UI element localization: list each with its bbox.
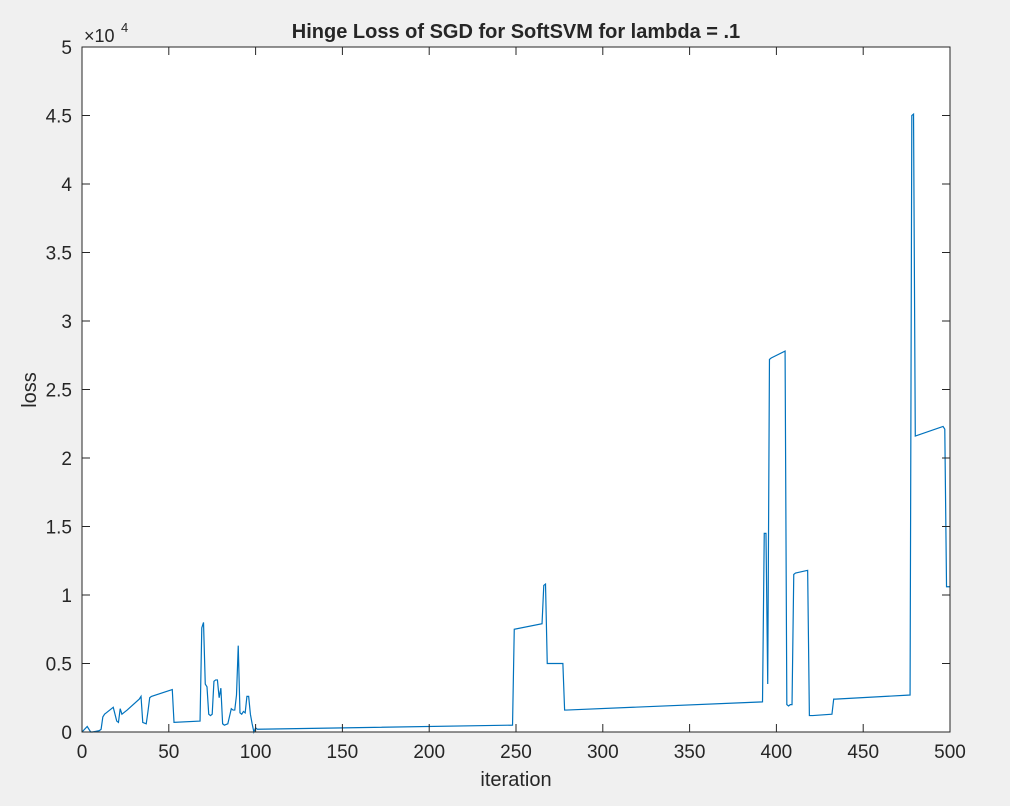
x-tick-label: 450 (847, 742, 879, 763)
y-tick-label: 1 (61, 586, 72, 607)
plot-area (82, 47, 950, 732)
x-axis-label: iteration (480, 769, 551, 791)
ticks: 0 50 100 150 200 250 300 350 400 450 500 0 0.5 1 1.5 2 2… (46, 38, 966, 763)
x-tick-label: 500 (934, 742, 966, 763)
x-tick-label: 400 (761, 742, 793, 763)
y-tick-label: 5 (61, 38, 72, 59)
y-tick-label: 2.5 (46, 381, 72, 402)
x-tick-label: 150 (327, 742, 359, 763)
y-tick-label: 0 (61, 723, 72, 744)
x-tick-label: 300 (587, 742, 619, 763)
y-tick-label: 3 (61, 312, 72, 333)
y-tick-label: 1.5 (46, 518, 72, 539)
x-tick-label: 200 (413, 742, 445, 763)
y-tick-label: 3.5 (46, 244, 72, 265)
chart-title: Hinge Loss of SGD for SoftSVM for lambda… (292, 21, 740, 43)
x-tick-label: 100 (240, 742, 272, 763)
series-line-0 (81, 112, 950, 734)
x-tick-label: 50 (158, 742, 179, 763)
x-tick-label: 250 (500, 742, 532, 763)
y-tick-label: 0.5 (46, 655, 72, 676)
y-exponent-label: ×10 (84, 26, 115, 46)
series-line-layer (81, 112, 950, 734)
x-tick-label: 0 (77, 742, 88, 763)
y-exponent-power: 4 (121, 20, 128, 35)
x-tick-label: 350 (674, 742, 706, 763)
y-tick-label: 4 (61, 175, 72, 196)
y-axis-label: loss (19, 372, 41, 408)
y-tick-label: 4.5 (46, 107, 72, 128)
y-tick-label: 2 (61, 449, 72, 470)
